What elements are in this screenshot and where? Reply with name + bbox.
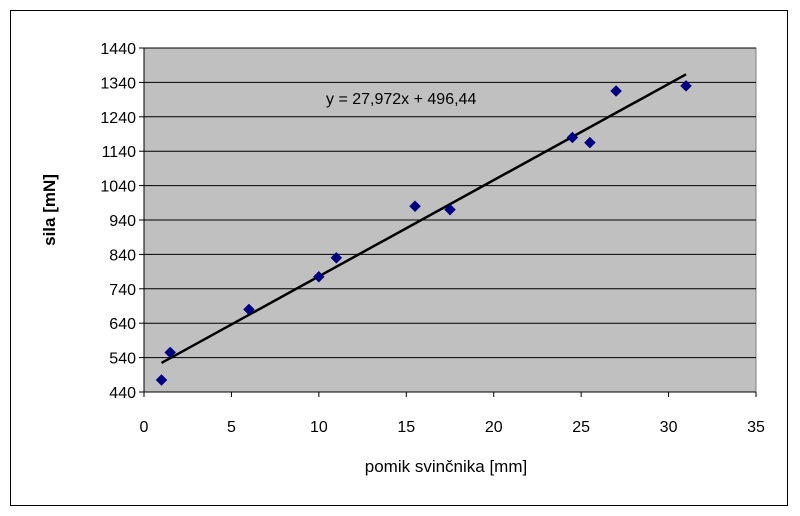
x-tick-label-1: 5 <box>227 419 236 436</box>
y-tick-label-4: 840 <box>109 247 136 264</box>
gridlines <box>139 47 757 397</box>
y-tick-label-3: 740 <box>109 282 136 299</box>
x-tick-label-6: 30 <box>660 419 678 436</box>
x-tick-label-4: 20 <box>485 419 503 436</box>
y-tick-label-8: 1240 <box>100 110 136 127</box>
y-tick-label-6: 1040 <box>100 179 136 196</box>
y-tick-label-1: 540 <box>109 351 136 368</box>
data-point-0-5 <box>409 200 421 213</box>
data-points <box>155 79 692 386</box>
y-tick-label-9: 1340 <box>100 75 136 92</box>
y-tick-label-0: 440 <box>109 385 136 402</box>
data-point-0-2 <box>243 303 255 316</box>
data-point-0-0 <box>155 374 168 386</box>
x-tick-label-5: 25 <box>572 419 590 436</box>
data-point-0-1 <box>164 346 177 359</box>
x-tick-label-0: 0 <box>140 419 149 436</box>
x-tick-label-7: 35 <box>747 419 765 436</box>
data-point-0-3 <box>313 270 325 283</box>
x-axis-title: pomik svinčnika [mm] <box>365 457 527 476</box>
y-axis-title: sila [mN] <box>40 174 59 246</box>
data-point-0-6 <box>444 203 456 216</box>
y-tick-labels: 440 540 640 740 840 940 1040 1140 1240 1340 1440 <box>100 41 136 402</box>
x-tick-labels: 0 5 10 15 20 25 30 35 <box>140 419 765 436</box>
data-point-0-4 <box>330 251 343 264</box>
data-point-0-8 <box>584 136 596 149</box>
x-tick-label-2: 10 <box>310 419 328 436</box>
y-tick-label-2: 640 <box>109 316 136 333</box>
x-tick-label-3: 15 <box>397 419 415 436</box>
trendline-equation: y = 27,972x + 496,44 <box>326 91 476 108</box>
y-tick-label-5: 940 <box>109 213 136 230</box>
data-point-0-7 <box>566 131 579 144</box>
data-point-0-9 <box>610 85 622 97</box>
y-tick-label-10: 1440 <box>100 41 136 58</box>
y-tick-label-7: 1140 <box>102 144 137 161</box>
data-point-0-10 <box>680 79 692 92</box>
